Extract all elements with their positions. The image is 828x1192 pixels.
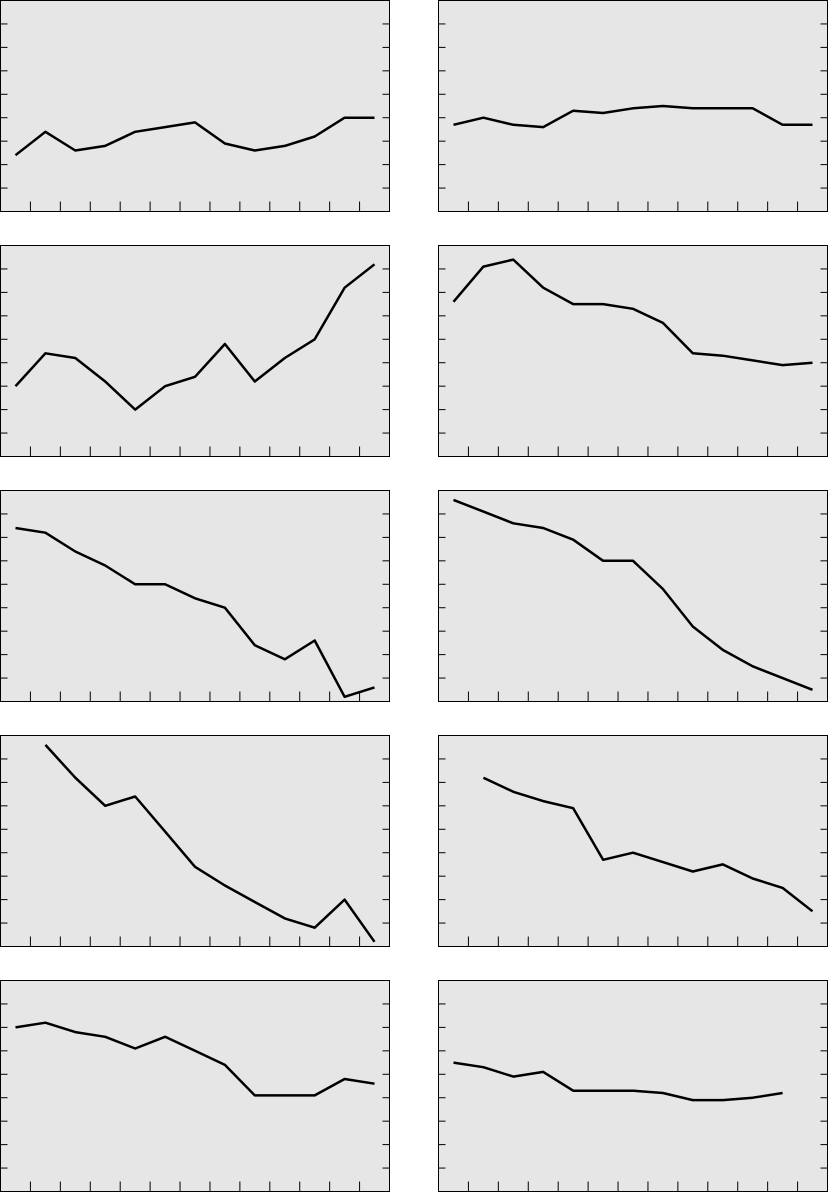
data-line [14,263,376,411]
data-line [15,526,375,699]
panel [0,735,390,947]
panel [438,980,828,1192]
panel [0,245,390,457]
data-line [452,258,813,367]
panel [438,735,828,947]
data-line [453,104,813,129]
data-line [15,1021,375,1097]
data-line [14,116,375,157]
panel [438,490,828,702]
panel [438,245,828,457]
data-line [44,744,376,943]
panel [0,490,390,702]
data-line [453,498,813,691]
data-line [453,1061,783,1102]
panel [438,0,828,212]
data-line [482,776,814,913]
panel [0,980,390,1192]
panel [0,0,390,212]
